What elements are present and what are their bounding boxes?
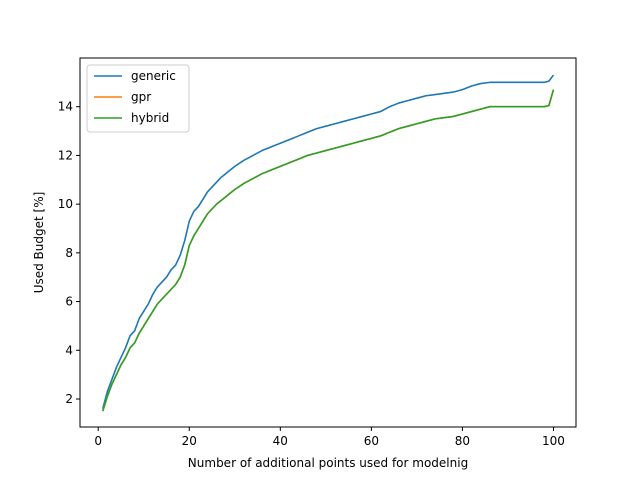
x-tick-label-5: 100 — [542, 434, 565, 448]
legend-box — [86, 64, 190, 133]
y-tick-label-2: 6 — [65, 295, 73, 309]
x-axis-label: Number of additional points used for mod… — [188, 456, 468, 470]
series-line-generic — [101, 74, 555, 409]
y-axis-label: Used Budget [%] — [32, 192, 46, 294]
legend: generic gpr hybrid — [86, 64, 190, 133]
legend-label-generic: generic — [131, 69, 176, 83]
y-tick-label-5: 12 — [58, 148, 73, 162]
legend-label-gpr: gpr — [131, 90, 151, 104]
series-layer — [101, 74, 555, 412]
x-tick-label-3: 60 — [364, 434, 379, 448]
x-axis-ticks: 0 20 40 60 80 100 — [94, 427, 565, 448]
x-tick-label-0: 0 — [94, 434, 102, 448]
y-tick-label-3: 8 — [65, 246, 73, 260]
y-tick-label-1: 4 — [65, 343, 73, 357]
x-tick-label-1: 20 — [182, 434, 197, 448]
axes-layer — [79, 57, 577, 428]
y-tick-label-6: 14 — [58, 100, 73, 114]
series-line-hybrid — [101, 89, 555, 412]
y-tick-label-4: 10 — [58, 197, 73, 211]
legend-label-hybrid: hybrid — [131, 111, 169, 125]
axes-frame — [79, 57, 577, 428]
x-tick-label-2: 40 — [273, 434, 288, 448]
x-tick-label-4: 80 — [455, 434, 470, 448]
legend-items: generic gpr hybrid — [94, 69, 176, 125]
y-tick-label-0: 2 — [65, 392, 73, 406]
y-axis-ticks: 2 4 6 8 10 12 14 — [58, 100, 80, 406]
